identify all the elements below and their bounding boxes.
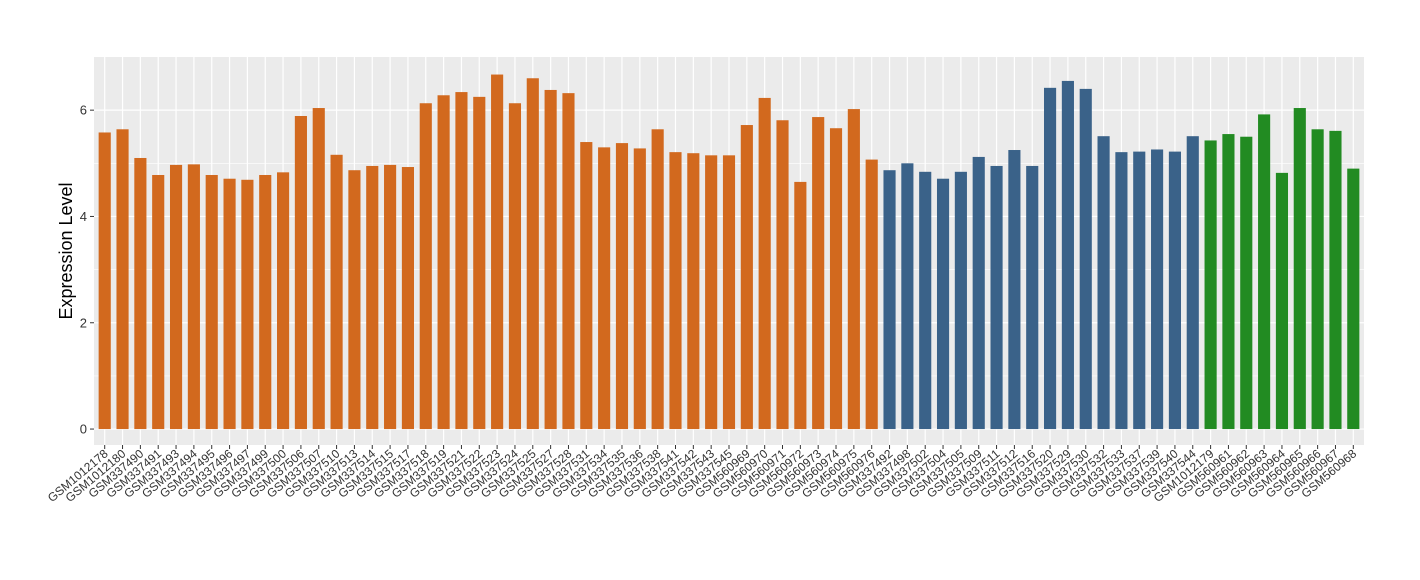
bar-GSM560962 (1240, 136, 1253, 430)
bar-GSM337523 (491, 74, 504, 430)
bar-GSM337516 (1026, 165, 1039, 430)
bar-GSM337500 (277, 172, 290, 430)
bar-GSM337510 (330, 154, 343, 430)
y-axis: 0 2 4 6 (80, 103, 94, 437)
bar-GSM1012178 (98, 132, 111, 430)
bar-GSM560976 (865, 159, 878, 430)
bar-GSM560964 (1275, 172, 1289, 430)
bar-GSM337540 (1168, 151, 1181, 430)
y-tick-label: 4 (80, 209, 87, 224)
bar-GSM337492 (883, 170, 896, 430)
bar-GSM337502 (919, 171, 932, 430)
bar-GSM337494 (187, 164, 200, 430)
bar-GSM337530 (1079, 88, 1092, 430)
bar-GSM560961 (1222, 134, 1235, 430)
bar-GSM337532 (1097, 136, 1110, 430)
bar-GSM560965 (1293, 108, 1306, 430)
bar-GSM337509 (972, 156, 985, 430)
bar-GSM560975 (847, 109, 860, 430)
bar-GSM560969 (740, 125, 753, 430)
bar-GSM560971 (776, 120, 789, 430)
bar-GSM337534 (598, 147, 611, 430)
bar-GSM337511 (990, 165, 1003, 430)
bar-GSM337537 (1133, 151, 1146, 430)
bar-GSM337520 (1044, 87, 1057, 430)
bar-GSM337545 (722, 155, 736, 430)
bar-GSM337535 (615, 143, 629, 430)
bar-GSM1012179 (1204, 140, 1217, 430)
bar-GSM337544 (1186, 136, 1199, 430)
bar-GSM337536 (633, 148, 646, 430)
y-tick-label: 6 (80, 103, 87, 118)
bar-GSM337521 (455, 92, 468, 430)
bar-GSM337522 (473, 96, 486, 430)
bar-GSM560966 (1311, 129, 1324, 430)
bar-GSM337491 (152, 174, 165, 430)
bar-GSM337539 (1151, 149, 1164, 430)
bar-GSM560970 (758, 97, 771, 430)
bar-GSM337518 (419, 103, 432, 430)
bar-GSM337497 (241, 179, 254, 430)
bar-GSM337495 (205, 174, 218, 430)
bar-GSM337517 (401, 167, 414, 430)
bar-GSM337524 (508, 103, 522, 430)
bar-GSM337490 (134, 157, 147, 430)
bar-GSM337504 (936, 178, 950, 430)
bar-GSM560968 (1347, 168, 1360, 430)
bar-GSM337543 (705, 155, 718, 430)
bar-GSM337493 (169, 164, 183, 430)
bar-GSM337506 (294, 115, 307, 430)
x-axis: GSM1012178GSM1012180GSM337490GSM337491GS… (45, 445, 1359, 505)
bars (98, 74, 1360, 430)
bar-GSM337498 (901, 163, 914, 430)
bar-GSM560974 (829, 128, 843, 430)
bar-GSM337499 (259, 174, 272, 430)
bar-GSM337531 (580, 142, 593, 430)
bar-GSM337542 (687, 153, 700, 430)
y-tick-label: 0 (80, 422, 87, 437)
bar-GSM337513 (348, 170, 361, 430)
bar-GSM337512 (1008, 150, 1021, 430)
bar-GSM337527 (544, 89, 557, 430)
bar-GSM560963 (1258, 114, 1271, 430)
bar-GSM560973 (812, 117, 825, 430)
y-tick-label: 2 (80, 315, 87, 330)
bar-GSM337528 (562, 93, 575, 430)
bar-GSM337496 (223, 178, 236, 430)
bar-GSM337507 (312, 108, 325, 430)
bar-GSM337533 (1115, 152, 1128, 430)
bar-GSM560972 (794, 181, 807, 430)
bar-GSM337541 (669, 152, 682, 430)
bar-GSM337538 (651, 129, 664, 430)
bar-GSM337505 (954, 171, 967, 430)
bar-GSM337519 (437, 95, 450, 430)
bar-GSM337515 (384, 164, 397, 430)
y-axis-title: Expression Level (56, 182, 76, 319)
bar-GSM337525 (526, 78, 539, 430)
bar-GSM560967 (1329, 130, 1342, 430)
bar-GSM337514 (366, 165, 379, 430)
bar-GSM337529 (1061, 80, 1074, 430)
bar-GSM1012180 (116, 129, 129, 430)
